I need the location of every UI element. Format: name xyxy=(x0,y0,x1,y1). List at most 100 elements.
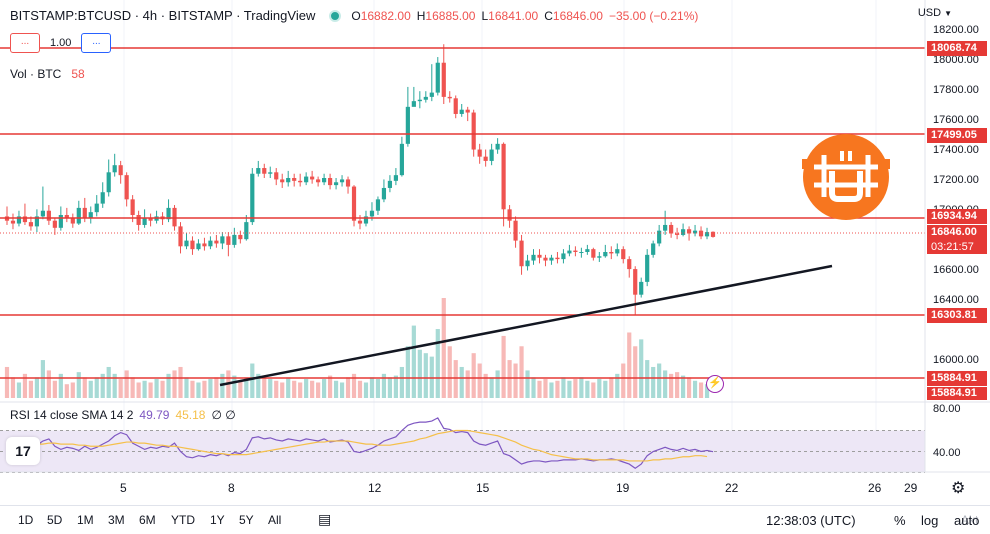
volume-bar xyxy=(423,353,428,398)
candle-body xyxy=(698,230,704,237)
lightning-icon[interactable]: ⚡ xyxy=(706,375,724,393)
candle-body xyxy=(603,252,608,257)
volume-bar xyxy=(698,382,704,398)
volume-bar xyxy=(645,360,650,398)
volume-layer xyxy=(4,298,710,398)
volume-bar xyxy=(4,366,10,398)
candle-body xyxy=(381,187,387,200)
volume-bar xyxy=(633,346,638,398)
volume-bar xyxy=(447,346,452,398)
volume-bar xyxy=(184,377,189,398)
volume-bar xyxy=(82,377,87,398)
sell-button[interactable]: ... xyxy=(10,33,40,53)
volume-bar xyxy=(477,363,482,398)
candle-body xyxy=(675,233,680,235)
volume-legend[interactable]: Vol · BTC 58 xyxy=(10,67,85,81)
volume-bar xyxy=(124,370,129,398)
countdown-tag: 03:21:57 xyxy=(927,240,987,254)
volume-bar xyxy=(238,380,243,398)
candle-body xyxy=(118,165,123,176)
trend-line[interactable] xyxy=(219,264,833,387)
timeframe-5y[interactable]: 5Y xyxy=(239,513,254,527)
candle-body xyxy=(172,207,177,227)
rsi-axis-label: 80.00 xyxy=(933,403,961,415)
volume-bar xyxy=(220,373,225,398)
volume-bar xyxy=(585,380,590,398)
volume-bar xyxy=(549,382,554,398)
timeframe-1y[interactable]: 1Y xyxy=(210,513,225,527)
ohlc-l-label: L xyxy=(481,8,489,23)
ohlc-low: 16841.00 xyxy=(488,8,539,23)
volume-bar xyxy=(178,366,183,398)
volume-bar xyxy=(76,372,81,398)
volume-bar xyxy=(118,379,123,398)
volume-bar xyxy=(142,380,147,398)
candle-body xyxy=(579,252,584,253)
candle-body xyxy=(256,168,261,174)
volume-bar xyxy=(399,366,404,398)
timeframe-6m[interactable]: 6M xyxy=(139,513,156,527)
volume-bar xyxy=(405,346,410,398)
candle-body xyxy=(166,207,171,220)
rsi-layer xyxy=(6,417,714,470)
volume-bar xyxy=(316,382,321,398)
candle-body xyxy=(82,207,87,218)
volume-bar xyxy=(465,370,470,398)
currency-selector[interactable]: USD ▼ xyxy=(918,7,952,19)
volume-bar xyxy=(686,377,692,398)
timeframe-ytd[interactable]: YTD xyxy=(171,513,195,527)
volume-bar xyxy=(495,370,500,398)
candle-body xyxy=(292,178,297,181)
tradingview-logo-icon[interactable]: 17 xyxy=(6,437,40,465)
log-toggle[interactable]: log xyxy=(921,513,939,528)
clock-time[interactable]: 12:38:03 (UTC) xyxy=(766,513,856,528)
candle-body xyxy=(561,253,566,260)
candle-body xyxy=(591,249,596,258)
candle-body xyxy=(369,210,375,217)
timeframe-1m[interactable]: 1M xyxy=(77,513,94,527)
price-axis-label: 17400.00 xyxy=(933,144,979,156)
level-price-tag: 15884.91 xyxy=(927,371,987,386)
candle-body xyxy=(501,143,506,210)
candle-body xyxy=(531,254,536,261)
candle-body xyxy=(692,230,698,234)
calendar-range-icon[interactable]: ▤ xyxy=(318,511,332,527)
auto-toggle[interactable]: auto xyxy=(954,513,980,528)
timeframe-1d[interactable]: 1D xyxy=(18,513,34,527)
candle-layer xyxy=(4,44,716,315)
volume-bar xyxy=(28,380,34,398)
volume-bar xyxy=(46,370,51,398)
volume-bar xyxy=(94,377,99,398)
percent-toggle[interactable]: % xyxy=(894,513,906,528)
volume-bar xyxy=(322,379,327,398)
candle-body xyxy=(453,98,458,114)
candle-body xyxy=(196,243,201,250)
price-axis-label: 16000.00 xyxy=(933,354,979,366)
price-axis-label: 17200.00 xyxy=(933,174,979,186)
buy-button[interactable]: ... xyxy=(81,33,112,53)
volume-bar xyxy=(411,325,416,398)
volume-bar xyxy=(567,380,572,398)
candle-body xyxy=(519,240,524,267)
timeframe-3m[interactable]: 3M xyxy=(108,513,125,527)
bottom-toolbar xyxy=(0,505,990,534)
volume-bar xyxy=(106,366,111,398)
order-controls: ... 1.00 ... xyxy=(10,33,112,53)
timeframe-all[interactable]: All xyxy=(268,513,282,527)
ohlc-c-label: C xyxy=(544,8,553,23)
currency-label: USD xyxy=(917,7,942,19)
candle-body xyxy=(76,207,81,224)
candle-body xyxy=(40,210,45,217)
rsi-legend[interactable]: RSI 14 close SMA 14 2 49.79 45.18 ∅ ∅ xyxy=(10,408,236,422)
ohlc-high: 16885.00 xyxy=(425,8,476,23)
volume-bar xyxy=(453,360,458,398)
symbol-title[interactable]: BITSTAMP:BTCUSD · 4h · BITSTAMP · Tradin… xyxy=(10,8,316,23)
candle-body xyxy=(621,249,626,260)
quantity-value[interactable]: 1.00 xyxy=(50,37,72,49)
candle-body xyxy=(483,156,488,161)
gear-icon[interactable]: ⚙ xyxy=(951,480,966,497)
candle-body xyxy=(190,240,195,250)
timeframe-5d[interactable]: 5D xyxy=(47,513,63,527)
level-layer xyxy=(0,47,925,379)
